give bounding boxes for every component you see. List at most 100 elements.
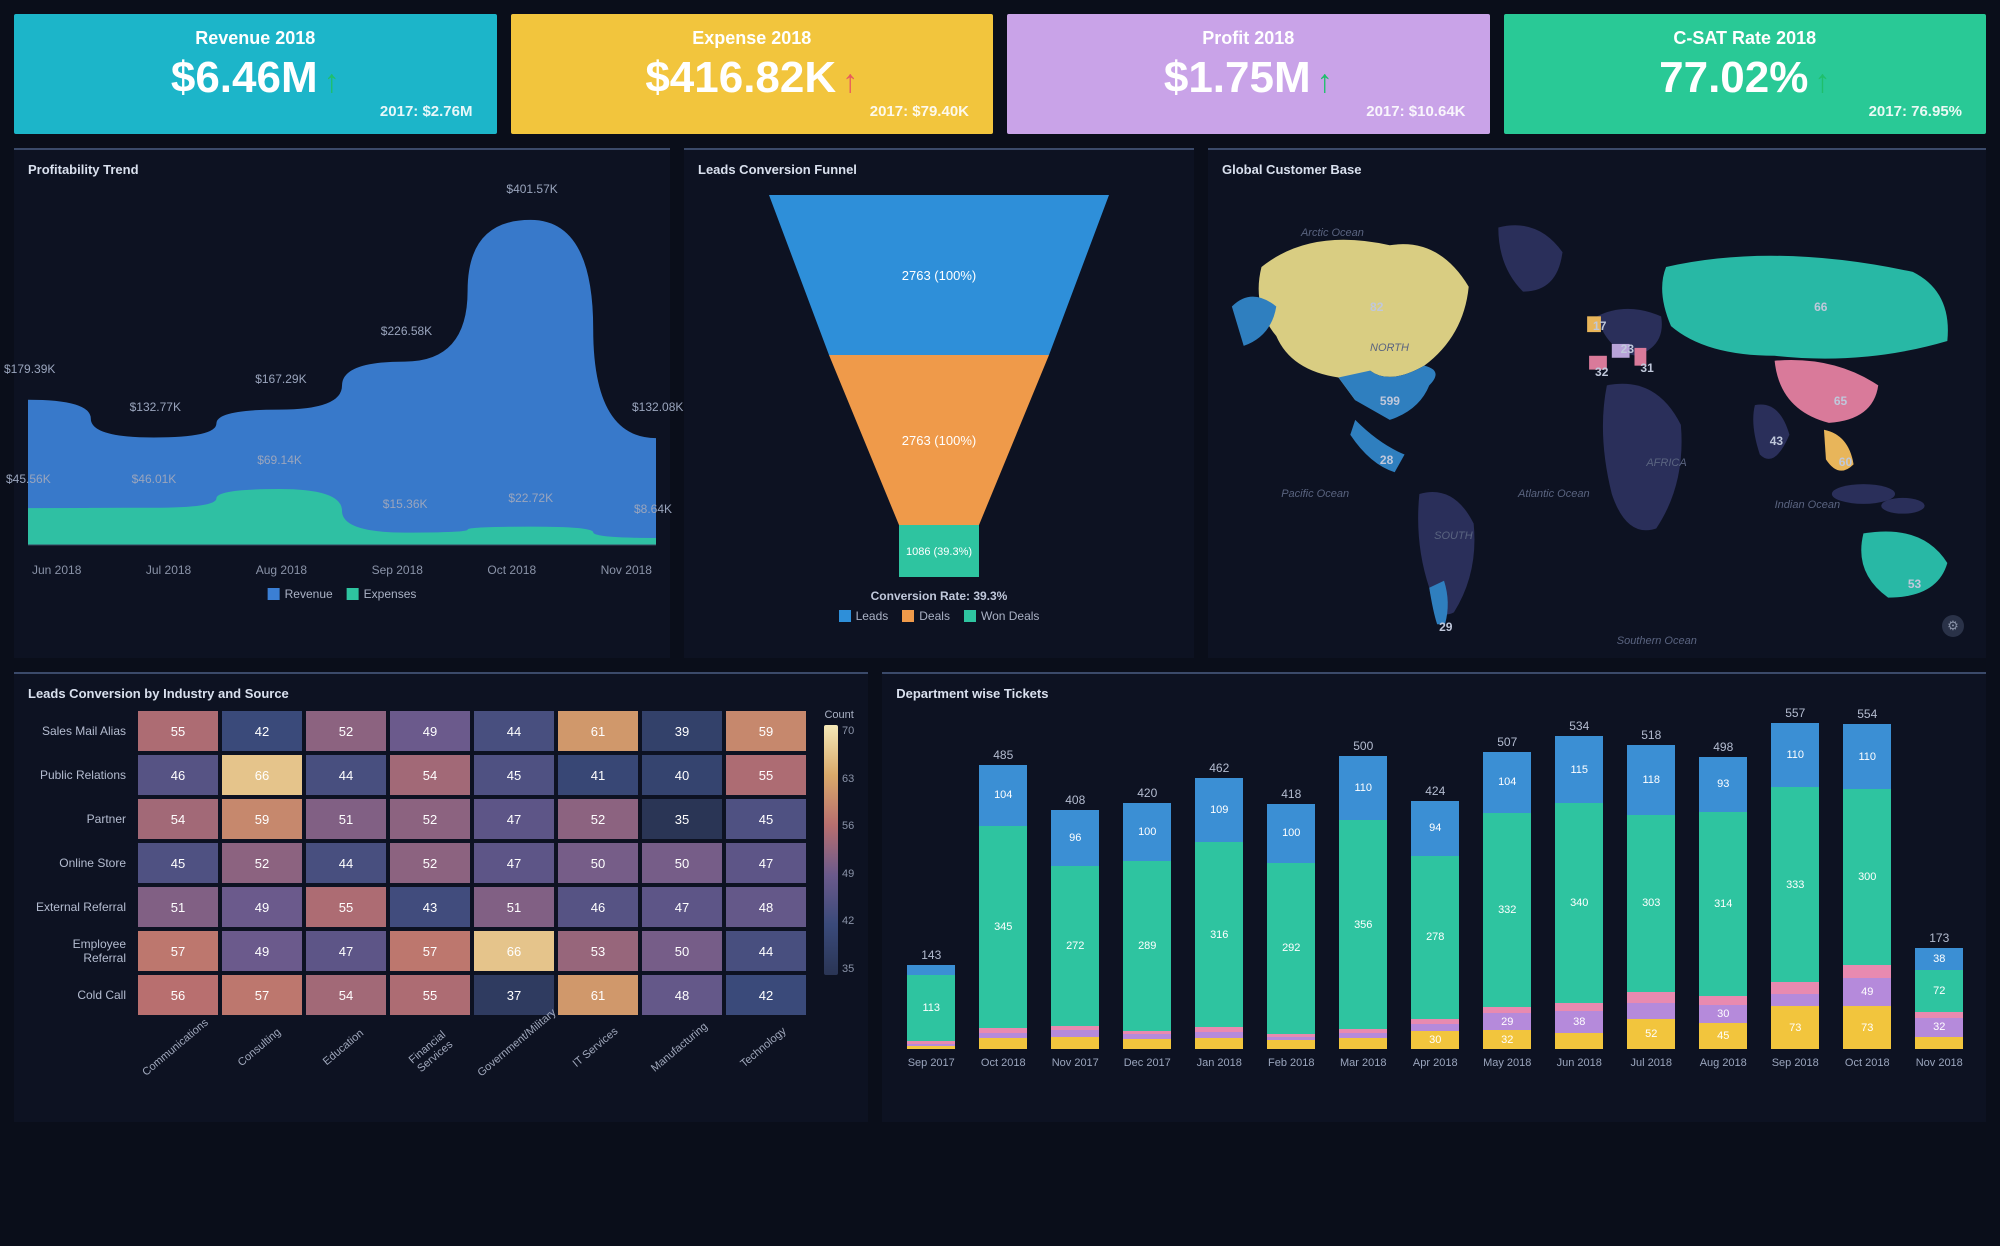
heatmap-cell[interactable]: 47 <box>642 887 722 927</box>
legend-item[interactable]: Revenue <box>268 587 333 601</box>
kpi-card-2[interactable]: Profit 2018 $1.75M ↑ 2017: $10.64K <box>1007 14 1490 134</box>
heatmap-cell[interactable]: 52 <box>390 843 470 883</box>
heatmap-cell[interactable]: 35 <box>642 799 722 839</box>
bar-segment-blue: 104 <box>1483 752 1531 813</box>
heatmap-cell[interactable]: 59 <box>222 799 302 839</box>
tickets-bar[interactable]: 485345104Oct 2018 <box>978 748 1028 1069</box>
heatmap-cell[interactable]: 57 <box>138 931 218 971</box>
world-map[interactable]: ⚙ 599826665534360323123172829Arctic Ocea… <box>1222 185 1972 645</box>
heatmap-cell[interactable]: 50 <box>642 843 722 883</box>
map-region-label: SOUTH <box>1434 530 1473 542</box>
heatmap-cell[interactable]: 51 <box>474 887 554 927</box>
heatmap-cell[interactable]: 49 <box>390 711 470 751</box>
heatmap-cell[interactable]: 48 <box>726 887 806 927</box>
heatmap-cell[interactable]: 55 <box>306 887 386 927</box>
legend-item[interactable]: Expenses <box>347 587 417 601</box>
heatmap-cell[interactable]: 52 <box>390 799 470 839</box>
kpi-card-0[interactable]: Revenue 2018 $6.46M ↑ 2017: $2.76M <box>14 14 497 134</box>
heatmap-cell[interactable]: 54 <box>138 799 218 839</box>
heatmap-cell[interactable]: 45 <box>138 843 218 883</box>
heatmap-cell[interactable]: 57 <box>222 975 302 1015</box>
heatmap-cell[interactable]: 45 <box>474 755 554 795</box>
heatmap-cell[interactable]: 44 <box>474 711 554 751</box>
heatmap-cell[interactable]: 40 <box>642 755 722 795</box>
bar-total-label: 462 <box>1209 761 1229 775</box>
bar-segment-yellow <box>1555 1033 1603 1049</box>
tickets-chart[interactable]: 143113Sep 2017 485345104Oct 2018 40827296N… <box>896 709 1972 1109</box>
heatmap-cell[interactable]: 61 <box>558 975 638 1015</box>
tickets-bar[interactable]: 420289100Dec 2017 <box>1122 786 1172 1069</box>
tickets-bar[interactable]: 498453031493Aug 2018 <box>1698 740 1748 1069</box>
heatmap-cell[interactable]: 55 <box>390 975 470 1015</box>
heatmap-cell[interactable]: 46 <box>138 755 218 795</box>
profitability-chart[interactable]: $179.39K$132.77K$167.29K$226.58K$401.57K… <box>28 185 656 605</box>
gear-icon[interactable]: ⚙ <box>1942 615 1964 637</box>
heatmap-cell[interactable]: 44 <box>726 931 806 971</box>
heatmap-col-label: Communications <box>139 1016 219 1088</box>
heatmap-cell[interactable]: 52 <box>558 799 638 839</box>
heatmap-cell[interactable]: 52 <box>222 843 302 883</box>
heatmap-cell[interactable]: 55 <box>138 711 218 751</box>
heatmap-cell[interactable]: 39 <box>642 711 722 751</box>
heatmap-cell[interactable]: 43 <box>390 887 470 927</box>
heatmap-cell[interactable]: 47 <box>474 843 554 883</box>
tickets-bar[interactable]: 53438340115Jun 2018 <box>1554 719 1604 1069</box>
tickets-bar[interactable]: 173327238Nov 2018 <box>1914 931 1964 1069</box>
legend-item[interactable]: Leads <box>839 609 889 623</box>
heatmap-cell[interactable]: 53 <box>558 931 638 971</box>
legend-item[interactable]: Deals <box>902 609 950 623</box>
heatmap-cell[interactable]: 50 <box>558 843 638 883</box>
tickets-bar[interactable]: 500356110Mar 2018 <box>1338 739 1388 1069</box>
tickets-bar[interactable]: 418292100Feb 2018 <box>1266 787 1316 1069</box>
heatmap-cell[interactable]: 51 <box>306 799 386 839</box>
heatmap-cell[interactable]: 51 <box>138 887 218 927</box>
map-region-label: Southern Ocean <box>1617 635 1697 647</box>
heatmap-cell[interactable]: 66 <box>222 755 302 795</box>
heatmap-cell[interactable]: 48 <box>642 975 722 1015</box>
legend-item[interactable]: Won Deals <box>964 609 1039 623</box>
funnel-chart[interactable]: 2763 (100%) 2763 (100%) 1086 (39.3%) Con… <box>698 185 1180 645</box>
kpi-card-1[interactable]: Expense 2018 $416.82K ↑ 2017: $79.40K <box>511 14 994 134</box>
kpi-card-3[interactable]: C-SAT Rate 2018 77.02% ↑ 2017: 76.95% <box>1504 14 1987 134</box>
heatmap-cell[interactable]: 46 <box>558 887 638 927</box>
tickets-bar[interactable]: 4243027894Apr 2018 <box>1410 784 1460 1070</box>
bar-x-label: Apr 2018 <box>1413 1057 1458 1069</box>
heatmap-cell[interactable]: 44 <box>306 755 386 795</box>
tickets-bar[interactable]: 5073229332104May 2018 <box>1482 735 1532 1069</box>
bar-segment-yellow: 30 <box>1411 1031 1459 1049</box>
heatmap-cell[interactable]: 55 <box>726 755 806 795</box>
tickets-bar[interactable]: 462316109Jan 2018 <box>1194 761 1244 1069</box>
heatmap-cell[interactable]: 49 <box>222 931 302 971</box>
heatmap-cell[interactable]: 54 <box>306 975 386 1015</box>
heatmap-cell[interactable]: 47 <box>306 931 386 971</box>
heatmap-cell[interactable]: 50 <box>642 931 722 971</box>
tickets-bar[interactable]: 40827296Nov 2017 <box>1050 793 1100 1069</box>
heatmap-cell[interactable]: 59 <box>726 711 806 751</box>
heatmap-cell[interactable]: 42 <box>222 711 302 751</box>
heatmap-cell[interactable]: 41 <box>558 755 638 795</box>
bar-segment-teal: 272 <box>1051 866 1099 1025</box>
heatmap-cell[interactable]: 45 <box>726 799 806 839</box>
heatmap-cell[interactable]: 54 <box>390 755 470 795</box>
tickets-bar[interactable]: 143113Sep 2017 <box>906 948 956 1069</box>
tickets-bar[interactable]: 5547349300110Oct 2018 <box>1842 707 1892 1069</box>
map-region-label: AFRICA <box>1646 457 1686 469</box>
heatmap-cell[interactable]: 49 <box>222 887 302 927</box>
heatmap-chart[interactable]: Sales Mail Alias5542524944613959Public R… <box>28 709 854 1017</box>
heatmap-cell[interactable]: 47 <box>474 799 554 839</box>
heatmap-cell[interactable]: 37 <box>474 975 554 1015</box>
heatmap-cell[interactable]: 44 <box>306 843 386 883</box>
heatmap-cell[interactable]: 66 <box>474 931 554 971</box>
bar-segment-purple: 38 <box>1555 1011 1603 1033</box>
bar-segment-blue: 110 <box>1339 756 1387 820</box>
tickets-bar[interactable]: 51852303118Jul 2018 <box>1626 728 1676 1069</box>
profitability-panel: Profitability Trend $179.39K$132.77K$167… <box>14 148 670 658</box>
heatmap-cell[interactable]: 61 <box>558 711 638 751</box>
heatmap-cell[interactable]: 47 <box>726 843 806 883</box>
tickets-bar[interactable]: 55773333110Sep 2018 <box>1770 706 1820 1069</box>
heatmap-cell[interactable]: 57 <box>390 931 470 971</box>
heatmap-cell[interactable]: 42 <box>726 975 806 1015</box>
heatmap-cell[interactable]: 52 <box>306 711 386 751</box>
heatmap-cell[interactable]: 56 <box>138 975 218 1015</box>
bar-segment-blue: 93 <box>1699 757 1747 812</box>
